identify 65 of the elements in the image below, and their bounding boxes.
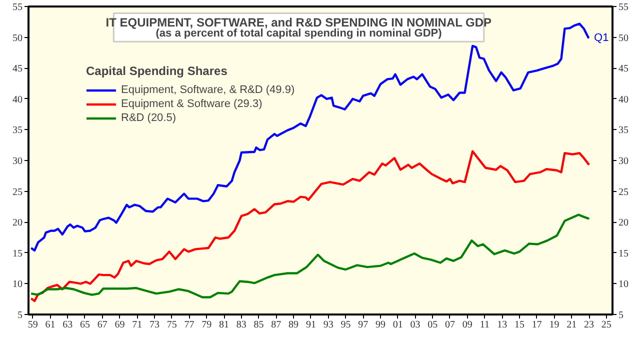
y2-tick-label: 25 <box>618 186 628 198</box>
x-tick-label: 07 <box>444 320 455 330</box>
y-tick-label: 10 <box>12 279 22 290</box>
y2-tick-label: 30 <box>618 156 628 167</box>
x-tick-label: 25 <box>601 320 612 330</box>
x-tick-label: 23 <box>584 320 594 330</box>
legend-title: Capital Spending Shares <box>86 64 228 78</box>
x-tick-label: 77 <box>184 320 194 330</box>
line-series <box>30 150 590 302</box>
x-tick-label: 17 <box>532 320 542 330</box>
x-tick-label: 03 <box>410 320 420 330</box>
y-tick-label: 35 <box>12 125 22 136</box>
y-tick-label: 20 <box>12 218 22 229</box>
y2-tick-label: 50 <box>618 32 628 44</box>
x-tick-label: 67 <box>97 320 108 330</box>
text: IT EQUIPMENT, SOFTWARE, and R&D SPENDING IN NOMINAL GDP <box>106 16 492 30</box>
x-tick-label: 87 <box>271 320 282 330</box>
y2-tick-label: 35 <box>618 125 628 136</box>
y2-tick-label: 40 <box>618 94 628 106</box>
y2-tick-label: 45 <box>618 64 628 75</box>
y-tick-label: 55 <box>12 2 22 13</box>
y-tick-label: 15 <box>12 248 22 260</box>
x-tick-label: 59 <box>28 320 38 330</box>
x-tick-label: 09 <box>462 320 472 330</box>
x-tick-label: 11 <box>480 320 490 330</box>
annotation: Q1 <box>594 32 609 44</box>
x-tick-label: 75 <box>166 320 177 330</box>
x-tick-label: 13 <box>497 320 508 330</box>
x-tick-label: 71 <box>132 320 142 330</box>
y-tick-label: 45 <box>12 64 22 75</box>
x-tick-label: 05 <box>428 320 438 330</box>
x-tick-label: 63 <box>62 320 73 330</box>
y2-tick-label: 20 <box>618 218 628 229</box>
y-tick-label: 25 <box>12 186 22 198</box>
y2-tick-label: 55 <box>618 2 628 13</box>
y2-tick-label: 10 <box>618 279 628 290</box>
x-tick-label: 99 <box>375 320 386 330</box>
x-tick-label: 21 <box>566 320 577 330</box>
x-tick-label: 15 <box>514 320 525 330</box>
x-tick-label: 83 <box>236 320 246 330</box>
y2-tick-label: 5 <box>618 310 624 321</box>
x-tick-label: 01 <box>392 320 403 330</box>
y-tick-label: 30 <box>12 156 22 167</box>
y-tick-label: 40 <box>12 94 22 106</box>
x-tick-label: 69 <box>114 320 125 330</box>
legend-label: R&D (20.5) <box>121 111 176 125</box>
x-tick-label: 79 <box>202 320 212 330</box>
x-tick-label: 89 <box>288 320 299 330</box>
x-tick-label: 95 <box>340 320 351 330</box>
x-tick-label: 61 <box>45 320 56 330</box>
x-tick-label: 93 <box>323 320 334 330</box>
x-tick-label: 73 <box>150 320 160 330</box>
x-tick-label: 19 <box>549 320 560 330</box>
y-tick-label: 5 <box>18 310 22 321</box>
y-tick-label: 50 <box>12 32 22 44</box>
x-tick-label: 85 <box>254 320 264 330</box>
text: (as a percent of total capital spending in nominal GDP) <box>156 28 442 40</box>
y2-tick-label: 15 <box>618 248 628 260</box>
x-tick-label: 65 <box>80 320 90 330</box>
line-series <box>30 214 590 298</box>
x-tick-label: 91 <box>306 320 316 330</box>
x-tick-label: 81 <box>219 320 230 330</box>
legend-label: Equipment & Software (29.3) <box>121 97 262 111</box>
x-tick-label: 97 <box>358 320 368 330</box>
legend-label: Equipment, Software, & R&D (49.9) <box>121 83 295 97</box>
